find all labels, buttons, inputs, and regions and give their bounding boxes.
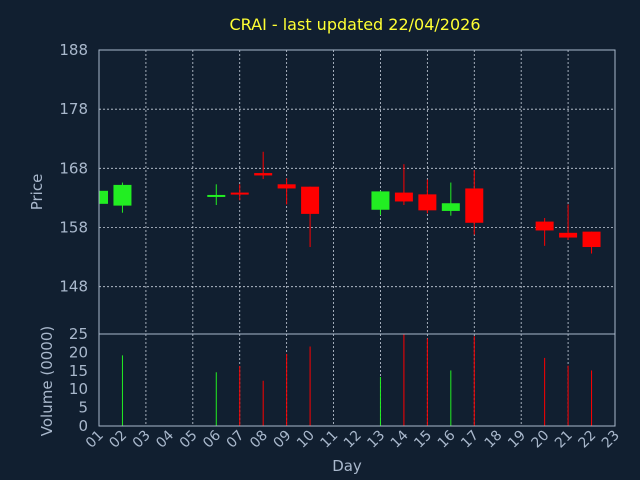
candle-body	[535, 221, 554, 231]
price-tick-label: 168	[59, 159, 88, 177]
price-tick-label: 148	[59, 278, 88, 296]
candle-body	[441, 203, 460, 211]
x-ticks: 01 02 03 04 05 06 07 08 09 10 11 12 13 14 15 16 17 18 19 20…	[83, 427, 623, 451]
candle-body	[559, 232, 578, 238]
candle-body	[230, 192, 249, 195]
candle-body	[113, 184, 132, 206]
candle-body	[465, 188, 484, 223]
volume-bars	[121, 334, 593, 426]
volume-plot-frame	[98, 333, 616, 427]
candle-body	[277, 184, 296, 189]
volume-tick-label: 5	[78, 399, 88, 417]
candle-body	[371, 191, 390, 210]
price-tick-label: 158	[59, 219, 88, 237]
price-axis-label: Price	[28, 174, 46, 211]
price-tick-label: 178	[59, 100, 88, 118]
candle-body	[301, 186, 320, 214]
candle-body	[582, 231, 601, 248]
candles	[98, 151, 601, 254]
volume-tick-label: 25	[69, 325, 88, 343]
price-tick-label: 188	[59, 41, 88, 59]
price-y-ticks: 148 158 168 178 188	[59, 41, 88, 296]
volume-tick-label: 15	[69, 362, 88, 380]
chart-title: CRAI - last updated 22/04/2026	[229, 15, 480, 34]
volume-tick-label: 0	[78, 417, 88, 435]
candle-body	[418, 194, 437, 211]
volume-tick-label: 10	[69, 380, 88, 398]
candle-body	[99, 190, 108, 204]
candle-body	[207, 194, 226, 197]
volume-axis-label: Volume (0000)	[38, 326, 56, 436]
x-axis-label: Day	[332, 457, 362, 475]
candle-body	[394, 192, 413, 202]
volume-tick-label: 20	[69, 343, 88, 361]
candle-body	[254, 173, 273, 176]
